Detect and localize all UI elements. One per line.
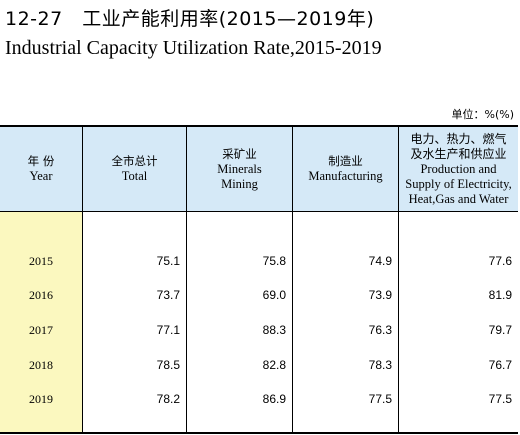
- year-cell: 2019: [29, 392, 53, 406]
- manufacturing-cell: 73.9: [368, 288, 392, 302]
- year-cell: 2018: [29, 358, 53, 372]
- header-manufacturing-en: Manufacturing: [308, 169, 383, 183]
- header-mining: 采矿业 Minerals Mining: [187, 127, 293, 211]
- manufacturing-column: 74.9 73.9 76.3 78.3 77.5: [293, 212, 399, 432]
- header-utilities-en: Production and Supply of Electricity, He…: [405, 161, 512, 206]
- mining-cell: 86.9: [262, 392, 286, 406]
- title-chinese: 12-27 工业产能利用率(2015—2019年): [5, 8, 375, 30]
- utilities-column: 77.6 81.9 79.7 76.7 77.5: [399, 212, 518, 432]
- header-year: 年 份 Year: [0, 127, 83, 211]
- year-column: 2015 2016 2017 2018 2019: [0, 212, 83, 432]
- total-cell: 78.2: [156, 392, 180, 406]
- mining-cell: 69.0: [262, 288, 286, 302]
- header-total-en: Total: [121, 169, 148, 183]
- title-english: Industrial Capacity Utilization Rate,201…: [5, 37, 382, 59]
- table-header-row: 年 份 Year 全市总计 Total 采矿业 Minerals Mining …: [0, 127, 518, 212]
- mining-cell: 82.8: [262, 358, 286, 372]
- data-table: 年 份 Year 全市总计 Total 采矿业 Minerals Mining …: [0, 125, 518, 434]
- mining-column: 75.8 69.0 88.3 82.8 86.9: [187, 212, 293, 432]
- total-cell: 78.5: [156, 358, 180, 372]
- manufacturing-cell: 76.3: [368, 323, 392, 337]
- header-utilities-cn: 电力、热力、燃气 及水生产和供应业: [410, 131, 507, 161]
- total-cell: 77.1: [156, 323, 180, 337]
- header-total-cn: 全市总计: [111, 154, 158, 168]
- utilities-cell: 81.9: [488, 288, 512, 302]
- header-mining-en: Minerals Mining: [217, 161, 262, 191]
- total-cell: 75.1: [156, 254, 180, 268]
- manufacturing-cell: 78.3: [368, 358, 392, 372]
- manufacturing-cell: 77.5: [368, 392, 392, 406]
- header-mining-cn: 采矿业: [222, 146, 257, 161]
- mining-cell: 88.3: [262, 323, 286, 337]
- total-column: 75.1 73.7 77.1 78.5 78.2: [83, 212, 187, 432]
- header-manufacturing-cn: 制造业: [328, 154, 363, 168]
- year-cell: 2015: [29, 254, 53, 268]
- header-utilities: 电力、热力、燃气 及水生产和供应业 Production and Supply …: [399, 127, 518, 211]
- year-cell: 2017: [29, 323, 53, 337]
- utilities-cell: 77.5: [488, 392, 512, 406]
- utilities-cell: 77.6: [488, 254, 512, 268]
- header-year-en: Year: [29, 169, 53, 183]
- header-year-cn: 年 份: [27, 154, 55, 168]
- total-cell: 73.7: [156, 288, 180, 302]
- unit-label: 单位：%(%): [451, 108, 515, 121]
- manufacturing-cell: 74.9: [368, 254, 392, 268]
- header-manufacturing: 制造业 Manufacturing: [293, 127, 399, 211]
- header-total: 全市总计 Total: [83, 127, 187, 211]
- mining-cell: 75.8: [262, 254, 286, 268]
- table-body: 2015 2016 2017 2018 2019 75.1 73.7 77.1 …: [0, 212, 518, 432]
- year-cell: 2016: [29, 288, 53, 302]
- utilities-cell: 76.7: [488, 358, 512, 372]
- utilities-cell: 79.7: [488, 323, 512, 337]
